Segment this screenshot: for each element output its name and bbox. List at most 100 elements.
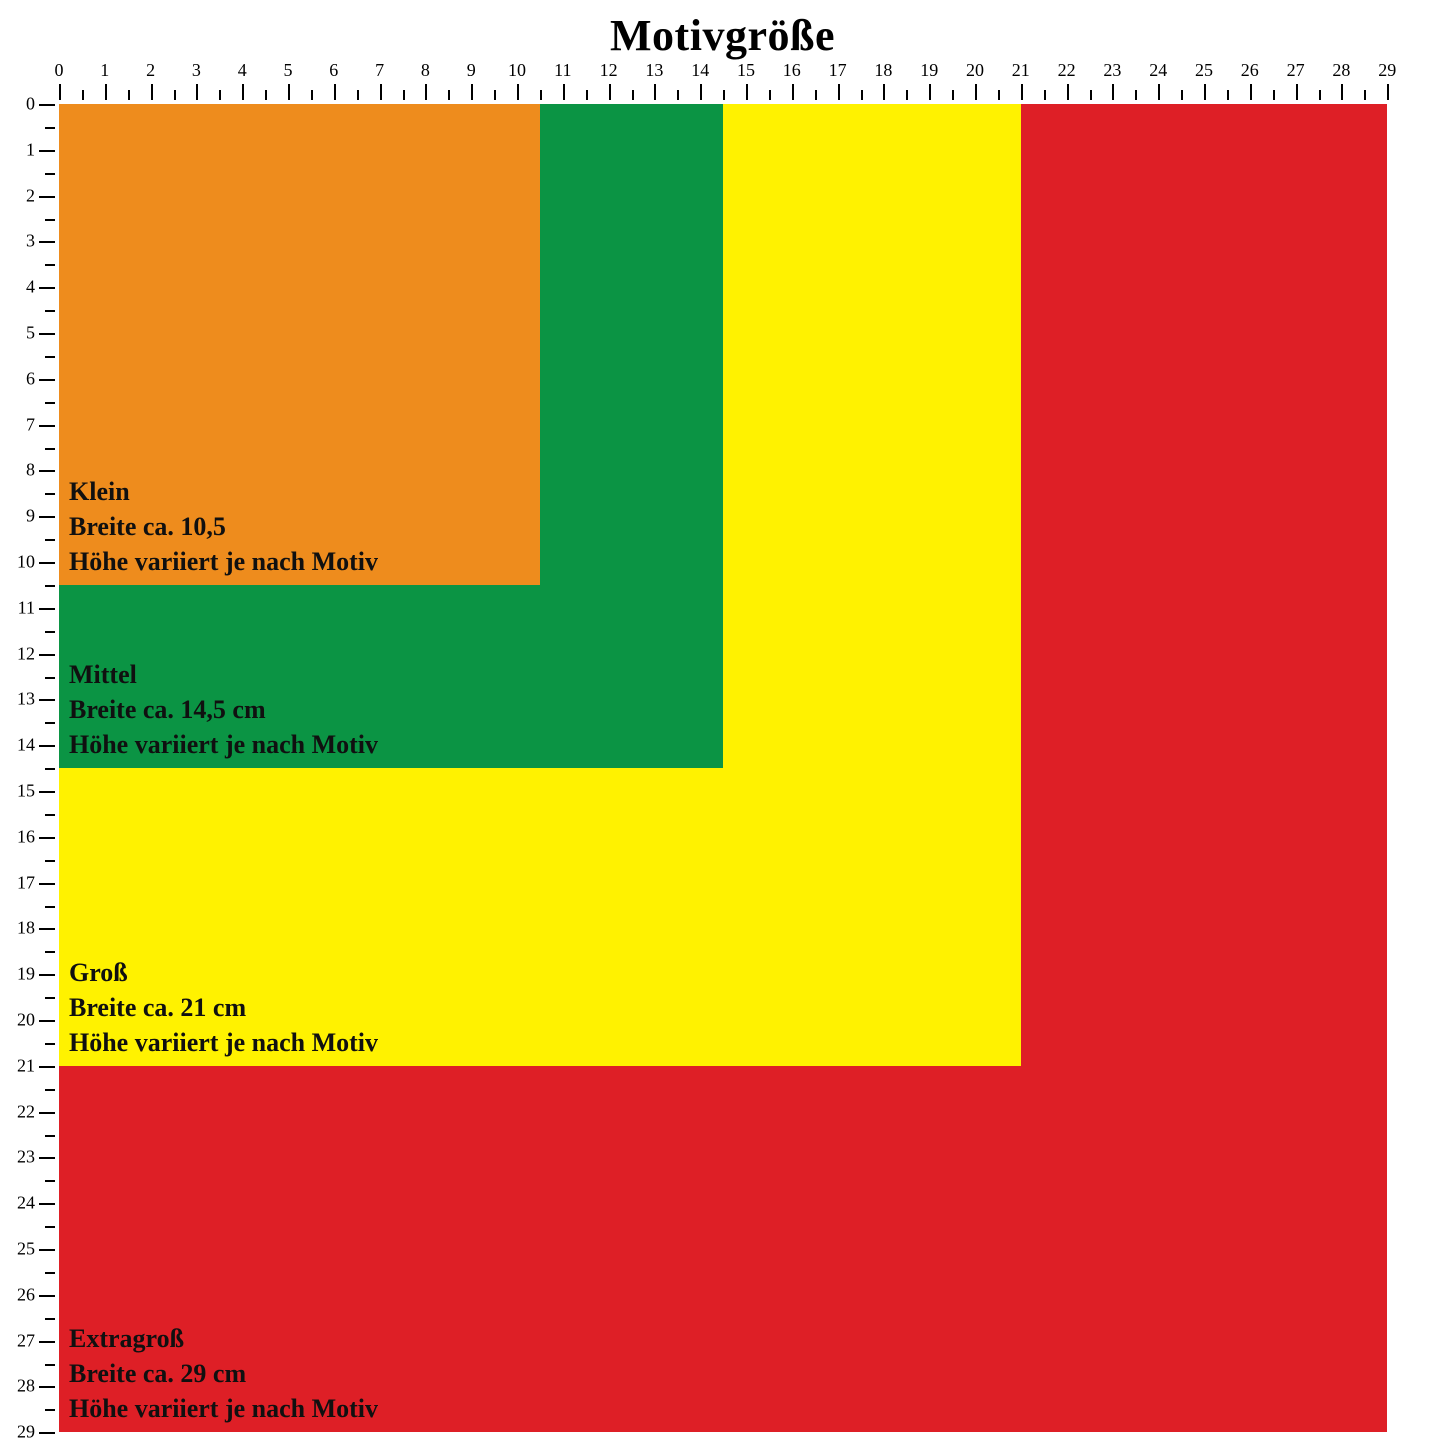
ruler-label-left: 19 (17, 964, 35, 985)
ruler-tick-top-minor (769, 90, 771, 100)
plot-area: ExtragroßBreite ca. 29 cmHöhe variiert j… (55, 100, 1430, 1440)
ruler-label-left: 7 (26, 414, 35, 435)
ruler-tick-left-minor (45, 356, 55, 358)
ruler-label-top: 2 (146, 60, 155, 81)
ruler-tick-left (39, 608, 55, 610)
ruler-label-top: 12 (600, 60, 618, 81)
ruler-tick-left-minor (45, 173, 55, 175)
ruler-label-left: 14 (17, 735, 35, 756)
size-width-label: Breite ca. 10,5 (69, 509, 378, 544)
ruler-label-left: 15 (17, 781, 35, 802)
ruler-tick-left-minor (45, 1135, 55, 1137)
ruler-horizontal: 0123456789101112131415161718192021222324… (55, 60, 1430, 100)
ruler-label-left: 22 (17, 1101, 35, 1122)
ruler-tick-top (929, 84, 931, 100)
ruler-tick-top (746, 84, 748, 100)
ruler-tick-top-minor (174, 90, 176, 100)
ruler-tick-left (39, 470, 55, 472)
ruler-label-top: 23 (1103, 60, 1121, 81)
ruler-label-left: 18 (17, 918, 35, 939)
ruler-tick-left (39, 1157, 55, 1159)
ruler-tick-top-minor (632, 90, 634, 100)
ruler-tick-left (39, 150, 55, 152)
ruler-tick-top-minor (219, 90, 221, 100)
ruler-tick-left-minor (45, 951, 55, 953)
ruler-label-top: 9 (467, 60, 476, 81)
ruler-tick-top-minor (1364, 90, 1366, 100)
ruler-label-top: 24 (1149, 60, 1167, 81)
ruler-tick-top-minor (448, 90, 450, 100)
size-height-label: Höhe variiert je nach Motiv (69, 544, 378, 579)
ruler-label-left: 16 (17, 826, 35, 847)
size-height-label: Höhe variiert je nach Motiv (69, 727, 378, 762)
ruler-tick-left-minor (45, 402, 55, 404)
ruler-tick-left (39, 104, 55, 106)
ruler-tick-top-minor (723, 90, 725, 100)
ruler-tick-left-minor (45, 310, 55, 312)
ruler-tick-top-minor (586, 90, 588, 100)
ruler-label-left: 27 (17, 1330, 35, 1351)
ruler-label-top: 16 (783, 60, 801, 81)
ruler-tick-top (1067, 84, 1069, 100)
ruler-tick-top (1112, 84, 1114, 100)
ruler-tick-top-minor (82, 90, 84, 100)
ruler-tick-left-minor (45, 1272, 55, 1274)
ruler-label-top: 8 (421, 60, 430, 81)
size-label-klein: KleinBreite ca. 10,5Höhe variiert je nac… (69, 474, 378, 579)
ruler-tick-left (39, 379, 55, 381)
ruler-tick-top (380, 84, 382, 100)
ruler-label-top: 25 (1195, 60, 1213, 81)
ruler-tick-left-minor (45, 722, 55, 724)
ruler-tick-left (39, 1341, 55, 1343)
ruler-tick-top-minor (1319, 90, 1321, 100)
size-name: Groß (69, 955, 378, 990)
ruler-tick-left (39, 1295, 55, 1297)
ruler-tick-top (883, 84, 885, 100)
ruler-tick-left-minor (45, 1409, 55, 1411)
ruler-label-left: 25 (17, 1239, 35, 1260)
ruler-label-top: 13 (645, 60, 663, 81)
ruler-tick-top-minor (998, 90, 1000, 100)
ruler-tick-top (609, 84, 611, 100)
ruler-label-top: 21 (1012, 60, 1030, 81)
ruler-tick-left (39, 562, 55, 564)
size-name: Klein (69, 474, 378, 509)
ruler-tick-left-minor (45, 585, 55, 587)
ruler-label-top: 29 (1378, 60, 1396, 81)
chart-title: Motivgröße (0, 10, 1445, 61)
ruler-tick-left (39, 1066, 55, 1068)
ruler-label-left: 17 (17, 872, 35, 893)
ruler-label-left: 13 (17, 689, 35, 710)
ruler-tick-left-minor (45, 493, 55, 495)
ruler-tick-left (39, 883, 55, 885)
ruler-tick-left (39, 837, 55, 839)
ruler-label-top: 4 (238, 60, 247, 81)
ruler-label-top: 26 (1241, 60, 1259, 81)
ruler-tick-top (471, 84, 473, 100)
ruler-tick-top-minor (815, 90, 817, 100)
ruler-tick-top (288, 84, 290, 100)
ruler-label-top: 20 (966, 60, 984, 81)
ruler-tick-left-minor (45, 127, 55, 129)
ruler-tick-top-minor (861, 90, 863, 100)
size-height-label: Höhe variiert je nach Motiv (69, 1391, 378, 1426)
ruler-tick-top-minor (906, 90, 908, 100)
ruler-label-top: 14 (691, 60, 709, 81)
ruler-label-left: 3 (26, 231, 35, 252)
ruler-tick-left-minor (45, 1180, 55, 1182)
ruler-tick-top (1250, 84, 1252, 100)
ruler-tick-top (654, 84, 656, 100)
ruler-tick-left (39, 287, 55, 289)
ruler-tick-left (39, 654, 55, 656)
ruler-tick-top (700, 84, 702, 100)
ruler-tick-left (39, 928, 55, 930)
ruler-tick-top (792, 84, 794, 100)
ruler-label-top: 27 (1287, 60, 1305, 81)
ruler-tick-top-minor (403, 90, 405, 100)
size-name: Mittel (69, 657, 378, 692)
ruler-label-left: 2 (26, 185, 35, 206)
ruler-tick-left-minor (45, 1318, 55, 1320)
ruler-tick-left (39, 425, 55, 427)
ruler-label-top: 17 (829, 60, 847, 81)
ruler-tick-left-minor (45, 677, 55, 679)
